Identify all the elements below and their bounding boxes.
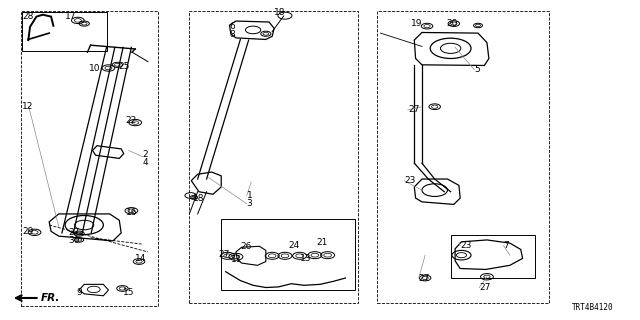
- Text: 27: 27: [218, 250, 229, 259]
- Text: 14: 14: [135, 254, 147, 263]
- Text: 15: 15: [122, 288, 134, 297]
- Text: 7: 7: [504, 241, 509, 250]
- Text: 3: 3: [246, 199, 252, 208]
- Text: 6: 6: [230, 22, 236, 31]
- Text: 30: 30: [68, 236, 80, 245]
- Text: 5: 5: [474, 65, 480, 74]
- Text: 2: 2: [143, 150, 148, 159]
- Text: 9: 9: [77, 288, 83, 297]
- Text: 10: 10: [90, 64, 101, 73]
- Bar: [451, 236, 536, 278]
- Bar: [22, 12, 106, 51]
- Text: 13: 13: [300, 254, 311, 263]
- Text: 27: 27: [419, 274, 430, 283]
- Bar: [189, 11, 358, 303]
- Text: 4: 4: [143, 158, 148, 167]
- Text: 27: 27: [68, 228, 79, 237]
- Text: FR.: FR.: [41, 293, 60, 303]
- Text: TRT4B4120: TRT4B4120: [572, 303, 613, 312]
- Text: 23: 23: [460, 241, 472, 250]
- Text: 18: 18: [193, 194, 204, 203]
- Bar: [378, 11, 549, 303]
- Text: 28: 28: [22, 12, 34, 21]
- Text: 25: 25: [118, 62, 129, 71]
- Text: 16: 16: [125, 208, 137, 217]
- Text: 22: 22: [125, 116, 137, 125]
- Text: 20: 20: [446, 19, 458, 28]
- Text: 12: 12: [22, 102, 33, 111]
- Text: 11: 11: [231, 255, 243, 264]
- Text: 19: 19: [410, 19, 422, 28]
- Text: 26: 26: [241, 242, 252, 251]
- Text: 18: 18: [274, 8, 285, 17]
- Text: 23: 23: [404, 176, 415, 185]
- Text: 27: 27: [479, 283, 491, 292]
- Bar: [20, 11, 157, 306]
- Bar: [221, 219, 355, 290]
- Text: 17: 17: [65, 12, 77, 21]
- Text: 27: 27: [408, 105, 419, 114]
- Text: 29: 29: [22, 227, 34, 236]
- Text: 8: 8: [230, 30, 236, 39]
- Text: 21: 21: [317, 238, 328, 247]
- Text: 24: 24: [288, 241, 300, 250]
- Text: 1: 1: [246, 191, 252, 200]
